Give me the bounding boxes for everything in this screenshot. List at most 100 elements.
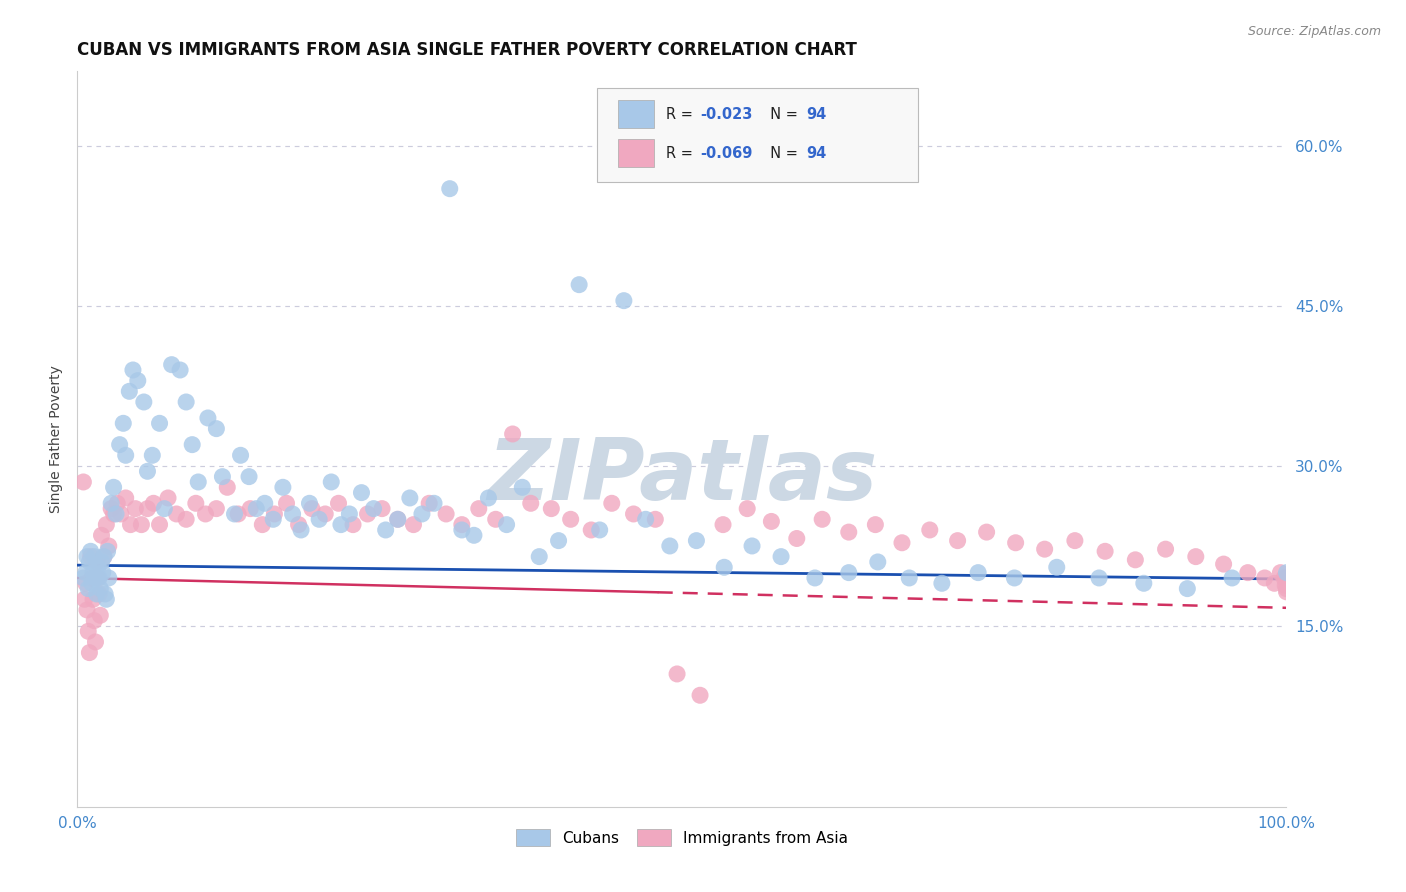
Point <box>761 515 783 529</box>
Point <box>1272 571 1295 585</box>
Point <box>314 507 336 521</box>
Point <box>804 571 827 585</box>
Point <box>547 533 569 548</box>
Point <box>689 688 711 702</box>
Point <box>434 507 457 521</box>
Point <box>132 395 155 409</box>
Point <box>141 448 163 462</box>
Point <box>685 533 707 548</box>
Point <box>82 592 104 607</box>
Point <box>918 523 941 537</box>
Point <box>290 523 312 537</box>
Point <box>589 523 612 537</box>
Point <box>217 480 239 494</box>
Point <box>86 587 108 601</box>
Point <box>1094 544 1116 558</box>
Point <box>87 587 110 601</box>
Point <box>363 501 385 516</box>
Point <box>252 517 274 532</box>
Point <box>374 523 396 537</box>
Point <box>450 523 472 537</box>
Point <box>103 507 125 521</box>
FancyBboxPatch shape <box>617 139 654 168</box>
Point <box>713 560 735 574</box>
Point <box>105 496 128 510</box>
Point <box>194 507 217 521</box>
Point <box>477 491 499 505</box>
Point <box>967 566 990 580</box>
Text: N =: N = <box>761 145 801 161</box>
Point <box>658 539 681 553</box>
Point <box>245 501 267 516</box>
Point <box>838 566 860 580</box>
Point <box>1274 578 1296 592</box>
Point <box>80 576 103 591</box>
Point <box>540 501 562 516</box>
Point <box>423 496 446 510</box>
Point <box>142 496 165 510</box>
Point <box>114 448 136 462</box>
Point <box>287 517 309 532</box>
Point <box>73 592 96 607</box>
Point <box>281 507 304 521</box>
Point <box>387 512 409 526</box>
Point <box>898 571 921 585</box>
Point <box>1254 571 1277 585</box>
Point <box>157 491 180 505</box>
FancyBboxPatch shape <box>598 87 918 182</box>
Point <box>786 532 808 546</box>
Point <box>148 517 170 532</box>
Point <box>187 475 209 489</box>
Point <box>124 501 146 516</box>
Legend: Cubans, Immigrants from Asia: Cubans, Immigrants from Asia <box>510 822 853 853</box>
Point <box>93 549 115 564</box>
Point <box>666 667 689 681</box>
Point <box>329 517 352 532</box>
Point <box>568 277 591 292</box>
Point <box>174 395 197 409</box>
Point <box>239 501 262 516</box>
Point <box>205 501 228 516</box>
Point <box>96 517 118 532</box>
Point <box>1270 566 1292 580</box>
Point <box>90 528 112 542</box>
Point <box>644 512 666 526</box>
Point <box>600 496 623 510</box>
Point <box>97 571 120 585</box>
Text: Source: ZipAtlas.com: Source: ZipAtlas.com <box>1247 25 1381 38</box>
Point <box>308 512 330 526</box>
Point <box>402 517 425 532</box>
Point <box>94 587 117 601</box>
Text: CUBAN VS IMMIGRANTS FROM ASIA SINGLE FATHER POVERTY CORRELATION CHART: CUBAN VS IMMIGRANTS FROM ASIA SINGLE FAT… <box>77 41 858 59</box>
Point <box>184 496 207 510</box>
Point <box>931 576 953 591</box>
Point <box>86 555 108 569</box>
Point <box>418 496 440 510</box>
Point <box>502 427 524 442</box>
Point <box>510 480 533 494</box>
Point <box>91 566 114 580</box>
Point <box>1033 542 1056 557</box>
Point <box>1263 576 1285 591</box>
Text: -0.023: -0.023 <box>700 107 752 121</box>
Text: 94: 94 <box>807 145 827 161</box>
Point <box>711 517 734 532</box>
Point <box>226 507 249 521</box>
Point <box>83 614 105 628</box>
Point <box>89 608 111 623</box>
Point <box>399 491 422 505</box>
Point <box>80 571 103 585</box>
Point <box>976 525 998 540</box>
Point <box>148 417 170 431</box>
Point <box>342 517 364 532</box>
Point <box>1004 571 1026 585</box>
Point <box>79 555 101 569</box>
Point <box>741 539 763 553</box>
Text: ZIPatlas: ZIPatlas <box>486 434 877 517</box>
Point <box>105 507 128 521</box>
Point <box>495 517 517 532</box>
Point <box>298 496 321 510</box>
Point <box>1175 582 1198 596</box>
Point <box>634 512 657 526</box>
Point <box>891 535 914 549</box>
